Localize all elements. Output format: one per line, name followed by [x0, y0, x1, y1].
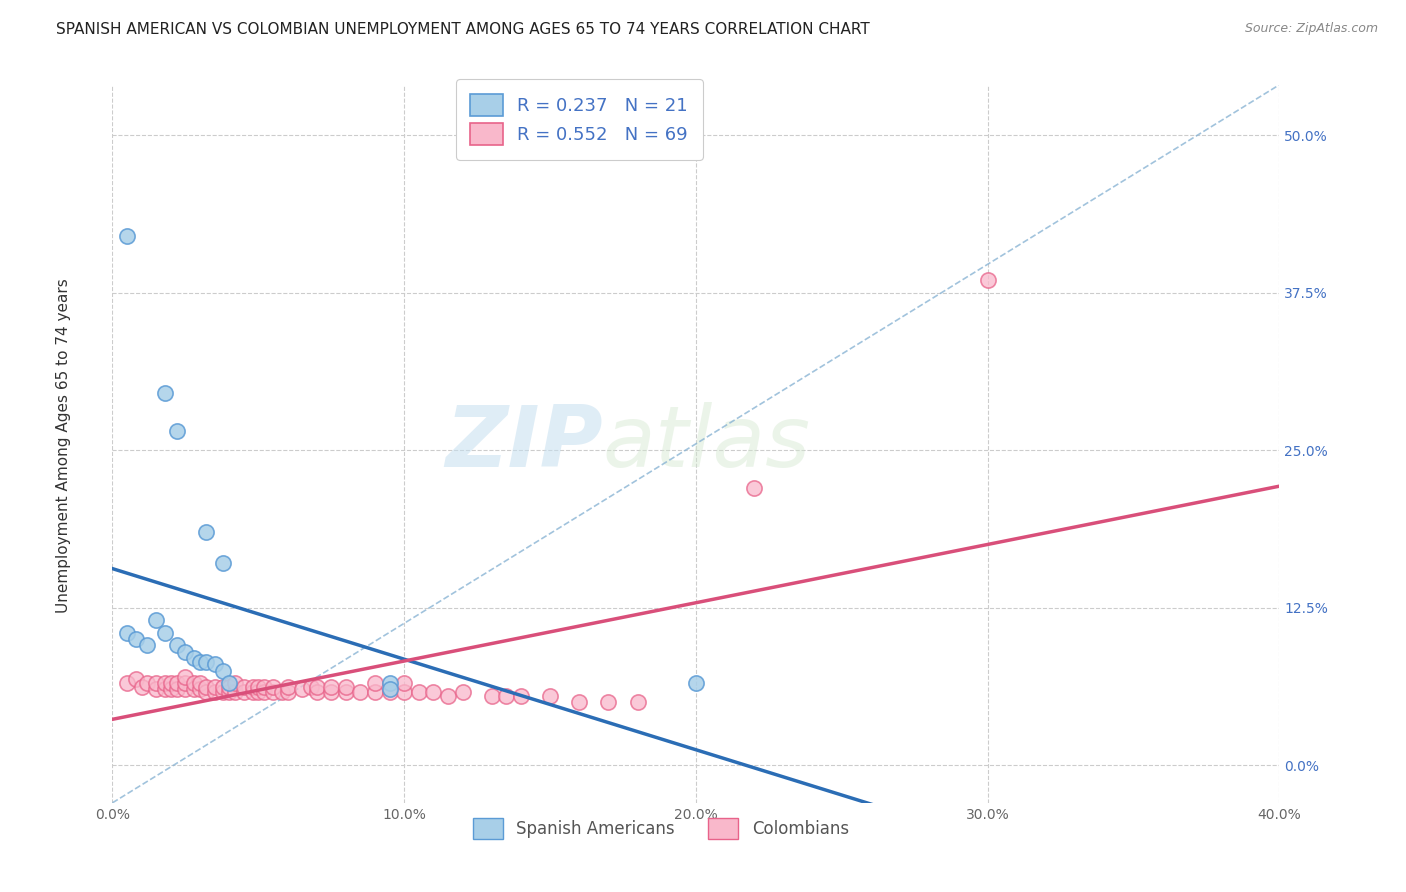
Point — [183, 682, 205, 697]
Point — [194, 524, 217, 539]
Point — [166, 424, 188, 438]
Point — [153, 625, 176, 640]
Point — [378, 676, 401, 690]
Point — [247, 685, 270, 699]
Text: ZIP: ZIP — [444, 402, 603, 485]
Point — [276, 685, 298, 699]
Text: SPANISH AMERICAN VS COLOMBIAN UNEMPLOYMENT AMONG AGES 65 TO 74 YEARS CORRELATION: SPANISH AMERICAN VS COLOMBIAN UNEMPLOYME… — [56, 22, 870, 37]
Point — [394, 676, 416, 690]
Point — [232, 680, 254, 694]
Point — [378, 682, 401, 697]
Point — [335, 680, 357, 694]
Point — [538, 689, 561, 703]
Point — [194, 655, 217, 669]
Point — [160, 682, 183, 697]
Point — [212, 664, 235, 678]
Point — [422, 685, 444, 699]
Point — [242, 680, 264, 694]
Point — [145, 682, 167, 697]
Point — [378, 685, 401, 699]
Point — [232, 685, 254, 699]
Point — [212, 680, 235, 694]
Point — [242, 685, 264, 699]
Point — [495, 689, 517, 703]
Point — [291, 682, 314, 697]
Point — [224, 685, 246, 699]
Point — [408, 685, 430, 699]
Point — [335, 685, 357, 699]
Point — [145, 676, 167, 690]
Point — [685, 676, 707, 690]
Point — [262, 680, 284, 694]
Point — [136, 638, 159, 652]
Point — [204, 685, 226, 699]
Point — [305, 680, 328, 694]
Point — [131, 680, 153, 694]
Point — [174, 676, 197, 690]
Point — [321, 685, 343, 699]
Point — [212, 685, 235, 699]
Point — [976, 273, 998, 287]
Point — [204, 680, 226, 694]
Point — [253, 680, 276, 694]
Point — [188, 676, 211, 690]
Point — [183, 676, 205, 690]
Point — [305, 685, 328, 699]
Point — [262, 685, 284, 699]
Point — [627, 695, 650, 709]
Point — [194, 685, 217, 699]
Point — [153, 676, 176, 690]
Text: atlas: atlas — [603, 402, 811, 485]
Point — [509, 689, 531, 703]
Point — [394, 685, 416, 699]
Point — [188, 655, 211, 669]
Point — [598, 695, 620, 709]
Point — [742, 481, 765, 495]
Point — [125, 632, 148, 646]
Point — [253, 685, 276, 699]
Point — [481, 689, 503, 703]
Point — [194, 680, 217, 694]
Point — [160, 676, 183, 690]
Point — [183, 651, 205, 665]
Point — [188, 682, 211, 697]
Point — [174, 645, 197, 659]
Point — [364, 676, 387, 690]
Point — [115, 228, 138, 243]
Point — [174, 670, 197, 684]
Text: Source: ZipAtlas.com: Source: ZipAtlas.com — [1244, 22, 1378, 36]
Point — [166, 638, 188, 652]
Point — [299, 680, 322, 694]
Point — [218, 680, 240, 694]
Point — [166, 682, 188, 697]
Point — [218, 676, 240, 690]
Point — [125, 673, 148, 687]
Point — [276, 680, 298, 694]
Point — [270, 685, 292, 699]
Legend: Spanish Americans, Colombians: Spanish Americans, Colombians — [460, 805, 862, 852]
Point — [153, 386, 176, 401]
Point — [115, 676, 138, 690]
Point — [247, 680, 270, 694]
Point — [437, 689, 460, 703]
Point — [153, 682, 176, 697]
Point — [364, 685, 387, 699]
Text: Unemployment Among Ages 65 to 74 years: Unemployment Among Ages 65 to 74 years — [56, 278, 70, 614]
Point — [174, 682, 197, 697]
Point — [136, 676, 159, 690]
Point — [115, 625, 138, 640]
Point — [451, 685, 474, 699]
Point — [145, 613, 167, 627]
Point — [568, 695, 591, 709]
Point — [166, 676, 188, 690]
Point — [212, 557, 235, 571]
Point — [321, 680, 343, 694]
Point — [204, 657, 226, 672]
Point — [224, 676, 246, 690]
Point — [349, 685, 371, 699]
Point — [218, 685, 240, 699]
